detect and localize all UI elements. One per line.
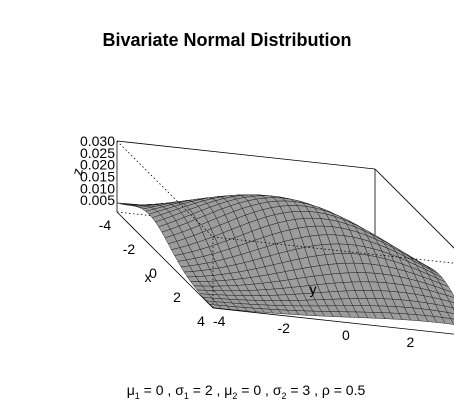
rho-value: ρ = 0.5: [321, 382, 366, 398]
z-tick-label: 0.025: [80, 145, 115, 161]
box-edge-top: [116, 140, 214, 238]
bounding-box-front: [116, 140, 454, 335]
chart-title: Bivariate Normal Distribution: [102, 30, 352, 50]
surface-facet: [450, 318, 454, 325]
surface-facet: [449, 301, 454, 309]
sigma2-symbol: σ: [272, 382, 282, 398]
density-surface: [116, 194, 454, 325]
z-tick-label: 0.005: [80, 192, 115, 208]
sigma1-subscript: 1: [183, 390, 189, 401]
x-tick-label: 4: [197, 313, 205, 329]
x-tick-label: 2: [173, 289, 181, 305]
x-axis-label: x: [145, 269, 152, 285]
sigma2-value: = 3 ,: [286, 382, 322, 398]
z-tick-label: 0.015: [80, 169, 115, 185]
y-tick-label: -2: [278, 320, 291, 336]
z-tick-label: 0.010: [80, 180, 115, 196]
axis-labels: z x y: [69, 166, 317, 297]
box-edge-front-floor: [212, 307, 454, 335]
surface-facet: [445, 294, 454, 303]
mu1-symbol: μ: [126, 382, 135, 398]
z-axis-label: z: [69, 166, 86, 177]
sigma1-value: = 2 ,: [188, 382, 225, 398]
surface-facet: [446, 312, 454, 320]
parameter-caption: μ1 = 0 , σ1 = 2 , μ2 = 0 , σ2 = 3 , ρ = …: [0, 382, 454, 401]
box-edge-front-floor: [116, 211, 214, 309]
mu1-value: = 0 ,: [139, 382, 176, 398]
mu1-subscript: 1: [134, 390, 140, 401]
y-axis-label: y: [310, 281, 317, 297]
y-tick-label: -4: [213, 313, 226, 329]
x-tick-label: -2: [123, 241, 136, 257]
sigma2-subscript: 2: [281, 390, 287, 401]
x-tick-label: -4: [99, 217, 112, 233]
box-edge-top: [116, 140, 376, 170]
x-tick-label: 0: [149, 265, 157, 281]
axis-ticks: -4-2024-4-20240.0050.0100.0150.0200.0250…: [80, 133, 415, 350]
surface-facet: [442, 288, 454, 298]
z-tick-label: 0.030: [80, 133, 115, 149]
box-edge-top: [374, 168, 454, 249]
surface-facet: [443, 305, 454, 314]
sigma1-symbol: σ: [175, 382, 184, 398]
y-tick-label: 0: [342, 327, 350, 343]
mu2-subscript: 2: [232, 390, 238, 401]
box-edge-top: [212, 236, 454, 264]
y-tick-label: 2: [407, 334, 415, 350]
z-tick-label: 0.020: [80, 157, 115, 173]
mu2-symbol: μ: [224, 382, 233, 398]
mu2-value: = 0 ,: [237, 382, 273, 398]
